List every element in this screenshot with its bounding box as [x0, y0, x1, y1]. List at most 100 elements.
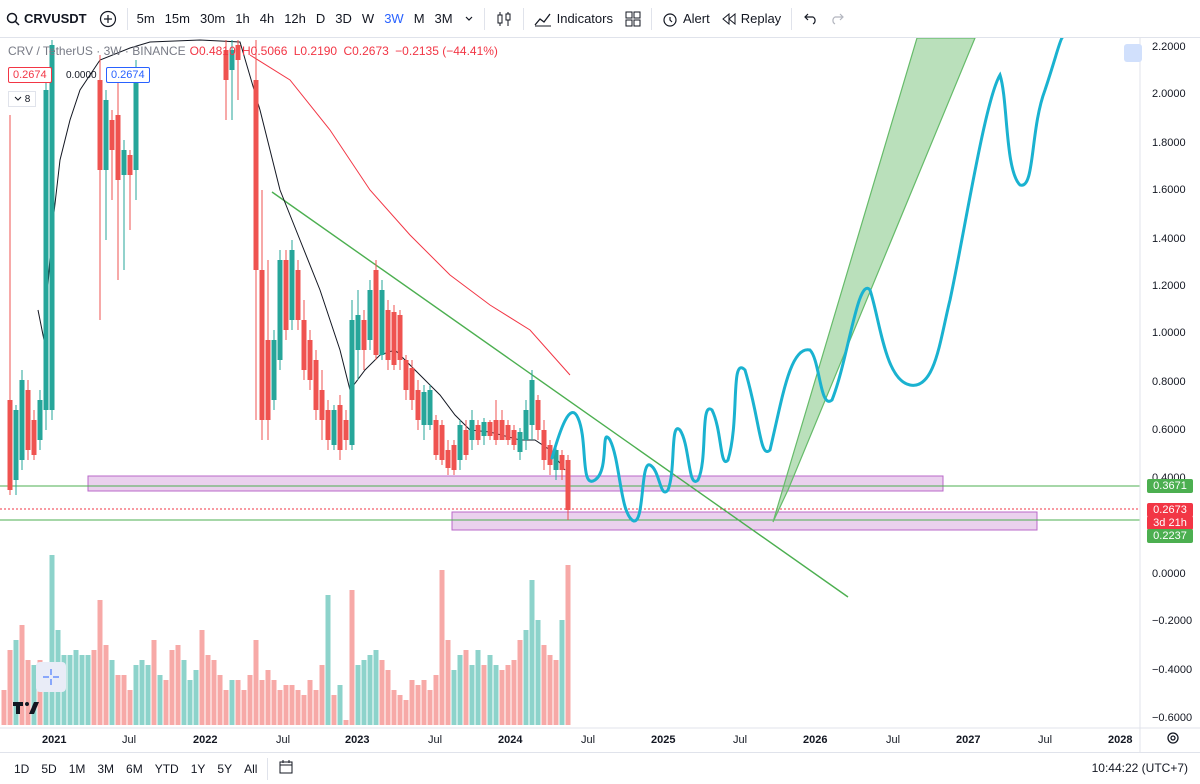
layouts-button[interactable]: [619, 0, 647, 38]
candle-body: [511, 430, 517, 445]
indicators-button[interactable]: Indicators: [528, 0, 619, 38]
candle-body: [253, 80, 259, 270]
open-value: O0.4810: [189, 44, 236, 58]
timeframe-30m[interactable]: 30m: [199, 11, 226, 26]
undo-button[interactable]: [796, 0, 824, 38]
timeframe-3w[interactable]: 3W: [384, 11, 404, 26]
volume-bar: [187, 680, 193, 725]
close-value: C0.2673: [343, 44, 389, 58]
range-6m[interactable]: 6M: [126, 761, 143, 776]
range-3m[interactable]: 3M: [97, 761, 115, 776]
timeframe-3d[interactable]: 3D: [335, 11, 352, 26]
series-title: CRV / TetherUS · 3W · BINANCE: [8, 44, 186, 58]
price-tick-label: 2.2000: [1152, 41, 1186, 53]
volume-bar: [559, 620, 565, 725]
time-tick-label: 2022: [193, 734, 218, 746]
divider: [267, 757, 269, 780]
timeframe-12h[interactable]: 12h: [284, 11, 306, 26]
bar-countdown-badge: 3d 21h: [1147, 516, 1193, 530]
range-ytd[interactable]: YTD: [154, 761, 179, 776]
indicators-icon: [534, 13, 551, 26]
candle-body: [373, 270, 379, 355]
compare-button[interactable]: [93, 0, 123, 38]
candle-body: [307, 340, 313, 380]
candle-body: [19, 380, 25, 460]
candle-body: [385, 310, 391, 360]
rewind-icon: [721, 12, 736, 25]
timeframe-dropdown[interactable]: [458, 0, 480, 38]
candle-body: [25, 390, 31, 450]
candle-body: [13, 410, 19, 480]
volume-bar: [79, 655, 85, 725]
timeframe-m[interactable]: M: [413, 11, 425, 26]
chart-canvas[interactable]: [0, 38, 1200, 752]
volume-bar: [373, 650, 379, 725]
redo-button[interactable]: [824, 0, 852, 38]
volume-bar: [289, 685, 295, 725]
range-5d[interactable]: 5D: [41, 761, 57, 776]
support-zone-upper: [87, 475, 944, 492]
timeframe-w[interactable]: W: [361, 11, 375, 26]
moving-average-slow: [249, 54, 571, 376]
candle-body: [505, 425, 511, 440]
candle-body: [439, 425, 445, 460]
crosshair-button[interactable]: [36, 662, 66, 692]
range-5y[interactable]: 5Y: [217, 761, 233, 776]
volume-bar: [169, 650, 175, 725]
time-tick-label: Jul: [276, 734, 291, 746]
timeframe-3m[interactable]: 3M: [434, 11, 453, 26]
range-1d[interactable]: 1D: [14, 761, 30, 776]
timeframe-1h[interactable]: 1h: [235, 11, 250, 26]
legend-collapse-button[interactable]: 8: [8, 91, 36, 107]
timeframe-5m[interactable]: 5m: [136, 11, 155, 26]
crosshair-icon: [43, 669, 59, 685]
auto-scale-button[interactable]: [1124, 44, 1142, 62]
volume-bar: [565, 565, 571, 725]
candle-body: [523, 410, 529, 440]
candle-body: [7, 400, 13, 490]
symbol-search[interactable]: CRVUSDT: [0, 0, 93, 38]
chart-pane[interactable]: [0, 38, 1200, 752]
candle-body: [499, 420, 505, 440]
volume-bar: [193, 670, 199, 725]
clock[interactable]: 10:44:22 (UTC+7): [1091, 761, 1188, 775]
candle-body: [223, 50, 229, 80]
timeframe-d[interactable]: D: [315, 11, 326, 26]
volume-bar: [271, 680, 277, 725]
candle-body: [451, 445, 457, 470]
candle-body: [361, 320, 367, 350]
chart-type-button[interactable]: [489, 0, 519, 38]
ohlc-values: O0.4810 H0.5066 L0.2190 C0.2673 −0.2135 …: [190, 44, 501, 58]
volume-bar: [529, 580, 535, 725]
gear-icon[interactable]: [1166, 731, 1180, 745]
candle-body: [487, 422, 493, 436]
candle-body: [49, 45, 55, 410]
top-toolbar: CRVUSDT 5m 15m 30m 1h 4h 12h D 3D W 3W M 3M Indicat…: [0, 0, 1200, 38]
replay-button[interactable]: Replay: [716, 0, 787, 38]
candle-body: [271, 340, 277, 400]
range-all[interactable]: All: [244, 761, 258, 776]
symbol-name: CRVUSDT: [24, 11, 87, 26]
date-range-button[interactable]: [272, 759, 300, 778]
candle-body: [553, 450, 559, 470]
volume-bar: [139, 660, 145, 725]
price-tick-label: 0.0000: [1152, 568, 1186, 580]
alert-button[interactable]: Alert: [656, 0, 716, 38]
volume-bar: [493, 665, 499, 725]
candle-body: [259, 270, 265, 420]
timeframe-4h[interactable]: 4h: [259, 11, 275, 26]
volume-bar: [481, 665, 487, 725]
price-tick-label: 2.0000: [1152, 88, 1186, 100]
range-1y[interactable]: 1Y: [190, 761, 206, 776]
candle-body: [457, 425, 463, 460]
range-1m[interactable]: 1M: [68, 761, 86, 776]
volume-bar: [433, 675, 439, 725]
candle-body: [415, 390, 421, 420]
volume-bar: [223, 690, 229, 725]
volume-bar: [253, 640, 259, 725]
timeframe-15m[interactable]: 15m: [164, 11, 190, 26]
volume-bar: [487, 655, 493, 725]
volume-bar: [229, 680, 235, 725]
indicator-value-text: 0.0000: [66, 70, 97, 81]
